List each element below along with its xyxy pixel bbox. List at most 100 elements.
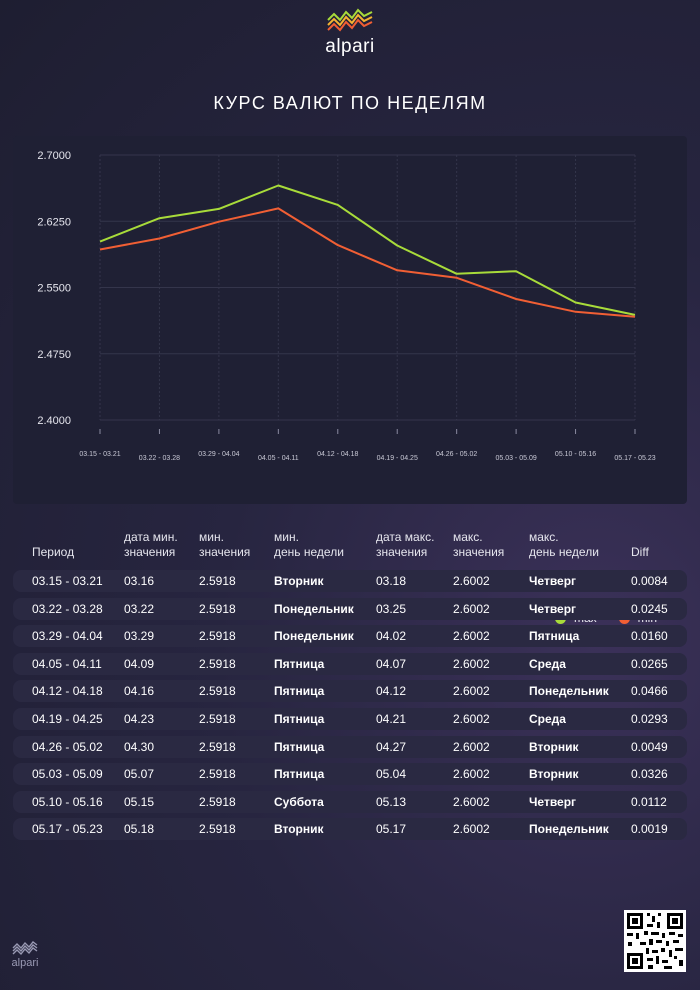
cell-diff: 0.0084 xyxy=(631,574,668,588)
table-row: 03.15 - 03.21 03.16 2.5918 Вторник 03.18 2.60… xyxy=(13,570,687,592)
cell-min-val: 2.5918 xyxy=(199,739,236,754)
alpari-logo-small-icon xyxy=(12,941,38,956)
cell-min-day: Понедельник xyxy=(274,601,354,616)
cell-max-val: 2.6002 xyxy=(453,574,490,588)
cell-max-date: 03.25 xyxy=(376,601,407,616)
header-min-value: мин. значения xyxy=(199,530,251,559)
cell-diff: 0.0265 xyxy=(631,656,668,671)
cell-min-date: 04.30 xyxy=(124,739,155,754)
table-row: 03.29 - 04.04 03.29 2.5918 Понедельник 04.02… xyxy=(13,625,687,648)
cell-max-day: Вторник xyxy=(529,767,579,782)
series-line-max xyxy=(99,184,636,316)
cell-max-val: 2.6002 xyxy=(453,794,490,809)
x-tick-label: 03.29 - 04.04 xyxy=(198,451,239,458)
cell-diff: 0.0326 xyxy=(631,767,668,782)
cell-min-date: 04.23 xyxy=(124,712,155,726)
cell-max-val: 2.6002 xyxy=(453,601,490,616)
cell-diff: 0.0019 xyxy=(631,822,668,837)
y-tick-label: 2.7000 xyxy=(37,150,71,162)
table-row: 03.22 - 03.28 03.22 2.5918 Понедельник 03.25… xyxy=(13,597,687,620)
cell-max-date: 05.04 xyxy=(376,767,407,782)
header-min-date: дата мин. значения xyxy=(124,530,178,559)
y-tick-label: 2.4750 xyxy=(37,349,71,361)
cell-period: 05.17 - 05.23 xyxy=(32,822,103,837)
cell-min-day: Пятница xyxy=(274,656,325,671)
header-max-day: макс. день недели xyxy=(529,530,599,559)
cell-max-day: Четверг xyxy=(529,574,577,588)
table-row: 04.19 - 04.25 04.23 2.5918 Пятница 04.21 2.60… xyxy=(13,708,687,730)
cell-max-day: Пятница xyxy=(529,629,580,644)
page-title: КУРС ВАЛЮТ ПО НЕДЕЛЯМ xyxy=(213,93,487,113)
cell-max-val: 2.6002 xyxy=(453,739,490,754)
cell-max-val: 2.6002 xyxy=(453,629,490,644)
table-row: 05.03 - 05.09 05.07 2.5918 Пятница 05.04 2.60… xyxy=(13,763,687,786)
x-tick-label: 04.26 - 05.02 xyxy=(436,451,477,458)
table-row: 04.12 - 04.18 04.16 2.5918 Пятница 04.12 2.60… xyxy=(13,680,687,703)
cell-min-day: Пятница xyxy=(274,739,325,754)
cell-min-date: 04.09 xyxy=(124,656,155,671)
x-tick-label: 05.17 - 05.23 xyxy=(614,455,655,462)
cell-min-day: Вторник xyxy=(274,574,324,588)
table-header: Период дата мин. значения мин. значения ми… xyxy=(13,528,687,564)
cell-min-val: 2.5918 xyxy=(199,767,236,782)
cell-max-day: Среда xyxy=(529,712,566,726)
cell-min-day: Пятница xyxy=(274,684,325,699)
cell-period: 03.15 - 03.21 xyxy=(32,574,103,588)
cell-max-day: Вторник xyxy=(529,739,579,754)
cell-min-val: 2.5918 xyxy=(199,794,236,809)
table-row: 05.17 - 05.23 05.18 2.5918 Вторник 05.17 2.60… xyxy=(13,818,687,841)
cell-max-val: 2.6002 xyxy=(453,767,490,782)
cell-max-day: Среда xyxy=(529,656,566,671)
cell-max-val: 2.6002 xyxy=(453,712,490,726)
cell-min-day: Пятница xyxy=(274,767,325,782)
cell-min-date: 03.29 xyxy=(124,629,155,644)
y-tick-label: 2.6250 xyxy=(37,216,71,228)
qr-code-icon xyxy=(624,910,686,972)
cell-period: 04.05 - 04.11 xyxy=(32,656,102,671)
cell-period: 03.29 - 04.04 xyxy=(32,629,103,644)
cell-period: 03.22 - 03.28 xyxy=(32,601,103,616)
cell-min-date: 05.07 xyxy=(124,767,155,782)
table-row: 04.05 - 04.11 04.09 2.5918 Пятница 04.07 2.60… xyxy=(13,652,687,675)
cell-max-day: Понедельник xyxy=(529,684,609,699)
alpari-logo-icon xyxy=(327,8,373,32)
cell-max-date: 05.13 xyxy=(376,794,407,809)
cell-min-date: 04.16 xyxy=(124,684,155,699)
cell-min-val: 2.5918 xyxy=(199,656,236,671)
cell-max-date: 04.21 xyxy=(376,712,407,726)
footer-brand-name: alpari xyxy=(11,957,39,969)
cell-min-val: 2.5918 xyxy=(199,684,236,699)
cell-max-date: 03.18 xyxy=(376,574,407,588)
qr-code xyxy=(624,910,686,972)
x-tick-label: 05.10 - 05.16 xyxy=(555,451,596,458)
cell-period: 04.19 - 04.25 xyxy=(32,712,103,726)
table-row: 05.10 - 05.16 05.15 2.5918 Суббота 05.13 2.60… xyxy=(13,790,687,813)
cell-period: 05.03 - 05.09 xyxy=(32,767,103,782)
header-max-value: макс. значения xyxy=(453,530,505,559)
cell-max-date: 05.17 xyxy=(376,822,407,837)
cell-diff: 0.0245 xyxy=(631,601,668,616)
footer-logo: alpari xyxy=(10,940,40,969)
header-max-date: дата макс. значения xyxy=(376,530,435,559)
cell-min-day: Вторник xyxy=(274,822,324,837)
x-tick-label: 04.12 - 04.18 xyxy=(317,451,358,458)
cell-max-val: 2.6002 xyxy=(453,656,490,671)
table-row: 04.26 - 05.02 04.30 2.5918 Пятница 04.27 2.60… xyxy=(13,735,687,758)
chart-panel: 2.7000 2.6250 2.5500 2.4750 2.4000 03.15 - 03… xyxy=(13,136,687,625)
cell-min-date: 03.16 xyxy=(124,574,155,588)
series-line-min xyxy=(99,207,636,318)
cell-max-day: Четверг xyxy=(529,794,577,809)
cell-diff: 0.0466 xyxy=(631,684,668,699)
cell-max-day: Понедельник xyxy=(529,822,609,837)
line-chart: 2.7000 2.6250 2.5500 2.4750 2.4000 03.15 - 03… xyxy=(37,150,655,462)
cell-min-val: 2.5918 xyxy=(199,712,236,726)
cell-min-date: 03.22 xyxy=(124,601,155,616)
cell-period: 05.10 - 05.16 xyxy=(32,794,103,809)
cell-min-day: Суббота xyxy=(274,794,324,809)
cell-period: 04.12 - 04.18 xyxy=(32,684,103,699)
cell-diff: 0.0160 xyxy=(631,629,668,644)
cell-min-val: 2.5918 xyxy=(199,574,236,588)
cell-max-val: 2.6002 xyxy=(453,684,490,699)
cell-diff: 0.0049 xyxy=(631,739,668,754)
cell-min-val: 2.5918 xyxy=(199,629,236,644)
